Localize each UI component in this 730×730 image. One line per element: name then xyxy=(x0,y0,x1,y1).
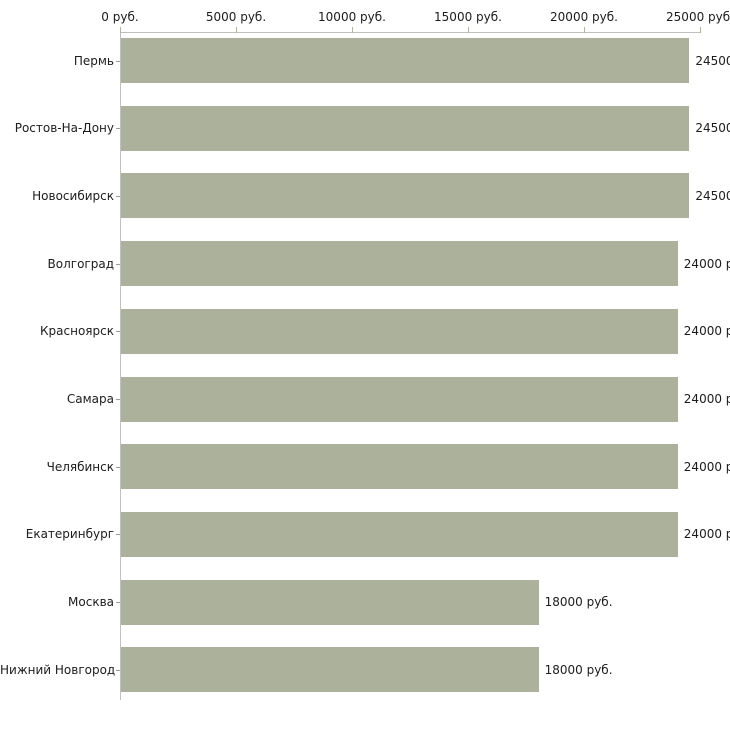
value-label: 24000 руб. xyxy=(683,527,730,542)
x-axis-tick-label: 10000 руб. xyxy=(318,10,386,24)
value-label: 18000 руб. xyxy=(544,595,613,610)
x-axis-tick xyxy=(584,27,585,33)
value-label: 24500 руб. xyxy=(695,53,730,68)
x-axis-tick xyxy=(352,27,353,33)
value-label: 18000 руб. xyxy=(544,662,613,677)
x-axis-tick xyxy=(700,27,701,33)
category-label: Екатеринбург xyxy=(25,527,114,542)
y-axis-tick xyxy=(116,669,120,671)
bar xyxy=(121,241,678,287)
value-label: 24000 руб. xyxy=(683,459,730,474)
y-axis-line xyxy=(120,32,121,700)
x-axis-tick-label: 0 руб. xyxy=(101,10,139,24)
category-label: Москва xyxy=(68,595,114,610)
category-label: Ростов-На-Дону xyxy=(14,121,114,136)
bar xyxy=(121,38,690,83)
category-label: Пермь xyxy=(73,53,114,68)
category-label: Самара xyxy=(66,392,114,406)
value-label: 24000 руб. xyxy=(683,324,730,339)
y-axis-tick xyxy=(116,534,120,536)
bar xyxy=(121,308,678,354)
category-label: Челябинск xyxy=(46,459,114,474)
bar xyxy=(121,444,678,490)
value-label: 24500 руб. xyxy=(695,188,730,203)
category-label: Красноярск xyxy=(40,324,114,339)
bar xyxy=(121,647,539,693)
y-axis-tick xyxy=(116,195,120,197)
y-axis-tick xyxy=(116,331,120,333)
x-axis-tick xyxy=(468,27,469,33)
bar xyxy=(121,511,678,557)
y-axis-tick xyxy=(116,602,120,604)
bar xyxy=(121,105,690,151)
x-axis-tick-label: 25000 руб. xyxy=(666,10,730,24)
value-label: 24500 руб. xyxy=(695,121,730,136)
x-axis-tick-label: 5000 руб. xyxy=(205,10,267,24)
y-axis-tick xyxy=(116,466,120,468)
value-label: 24000 руб. xyxy=(683,256,730,271)
category-label: Волгоград xyxy=(47,256,114,271)
x-axis-tick xyxy=(120,27,121,33)
x-axis-tick-label: 20000 руб. xyxy=(550,10,618,24)
x-axis-line xyxy=(120,32,701,33)
bar xyxy=(121,376,678,422)
y-axis-tick xyxy=(116,399,120,400)
bar xyxy=(121,173,690,219)
y-axis-tick xyxy=(116,263,120,265)
y-axis-tick xyxy=(116,128,120,130)
x-axis-tick xyxy=(236,27,237,33)
category-label: Нижний Новгород xyxy=(0,662,116,677)
category-label: Новосибирск xyxy=(32,188,114,203)
x-axis-tick-label: 15000 руб. xyxy=(434,10,502,24)
y-axis-tick xyxy=(116,60,120,62)
bar xyxy=(121,579,539,625)
value-label: 24000 руб. xyxy=(683,392,730,406)
